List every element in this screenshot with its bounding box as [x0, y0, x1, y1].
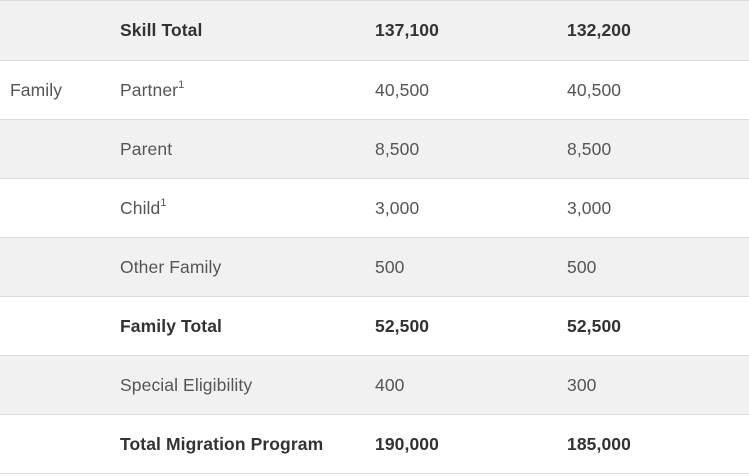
footnote-marker: 1: [178, 78, 185, 91]
year2-value-text: 3,000: [567, 197, 612, 218]
type-cell: Special Eligibility: [110, 356, 365, 415]
table-row: Child1 3,000 3,000: [0, 179, 749, 238]
type-cell: Total Migration Program: [110, 415, 365, 474]
type-text: Special Eligibility: [120, 374, 253, 395]
year1-value-text: 190,000: [375, 433, 439, 454]
year2-value-cell: 132,200: [557, 1, 749, 61]
table-row: Special Eligibility 400 300: [0, 355, 749, 415]
category-cell: [0, 238, 110, 297]
table-row: Family Total 52,500 52,500: [0, 297, 749, 356]
footnote-marker: 1: [160, 196, 167, 209]
year1-value-text: 137,100: [375, 20, 439, 40]
year1-value-text: 8,500: [375, 138, 420, 159]
type-text: Total Migration Program: [120, 433, 324, 454]
type-text: Other Family: [120, 256, 222, 277]
year1-value-cell: 40,500: [365, 61, 557, 120]
year1-value-cell: 8,500: [365, 120, 557, 179]
type-cell: Partner1: [110, 61, 365, 120]
table-row: Total Migration Program 190,000 185,000: [0, 415, 749, 474]
table-row: Family Partner1 40,500 40,500: [0, 61, 749, 120]
category-cell: [0, 356, 110, 415]
year1-value-text: 3,000: [375, 197, 420, 218]
category-cell: [0, 297, 110, 356]
year2-value-cell: 300: [557, 356, 749, 415]
year1-value-cell: 137,100: [365, 1, 557, 61]
type-text: Family Total: [120, 315, 223, 336]
type-cell: Skill Total: [110, 1, 365, 61]
category-text: Family: [10, 79, 63, 100]
year2-value-text: 185,000: [567, 433, 631, 454]
type-text: Skill Total: [120, 20, 203, 40]
year1-value-cell: 3,000: [365, 179, 557, 238]
type-text: Child: [120, 197, 161, 218]
year2-value-cell: 185,000: [557, 415, 749, 474]
category-cell: Family: [0, 61, 110, 120]
year2-value-text: 40,500: [567, 79, 622, 100]
year1-value-cell: 400: [365, 356, 557, 415]
year1-value-cell: 190,000: [365, 415, 557, 474]
year2-value-text: 132,200: [567, 20, 631, 40]
type-cell: Child1: [110, 179, 365, 238]
type-text: Partner: [120, 79, 179, 100]
year1-value-text: 400: [375, 374, 405, 395]
year2-value-text: 8,500: [567, 138, 612, 159]
year1-value-text: 500: [375, 256, 405, 277]
type-text: Parent: [120, 138, 173, 159]
year1-value-text: 40,500: [375, 79, 430, 100]
category-cell: [0, 1, 110, 61]
category-cell: [0, 415, 110, 474]
year2-value-cell: 8,500: [557, 120, 749, 179]
year2-value-text: 500: [567, 256, 597, 277]
table-row: Parent 8,500 8,500: [0, 119, 749, 179]
year1-value-cell: 52,500: [365, 297, 557, 356]
year2-value-text: 300: [567, 374, 597, 395]
year2-value-cell: 3,000: [557, 179, 749, 238]
year2-value-text: 52,500: [567, 315, 622, 336]
year1-value-cell: 500: [365, 238, 557, 297]
type-cell: Family Total: [110, 297, 365, 356]
table-row: Skill Total 137,100 132,200: [0, 0, 749, 61]
category-cell: [0, 179, 110, 238]
category-cell: [0, 120, 110, 179]
year2-value-cell: 40,500: [557, 61, 749, 120]
year1-value-text: 52,500: [375, 315, 430, 336]
year2-value-cell: 500: [557, 238, 749, 297]
year2-value-cell: 52,500: [557, 297, 749, 356]
table-row: Other Family 500 500: [0, 237, 749, 297]
type-cell: Parent: [110, 120, 365, 179]
type-cell: Other Family: [110, 238, 365, 297]
